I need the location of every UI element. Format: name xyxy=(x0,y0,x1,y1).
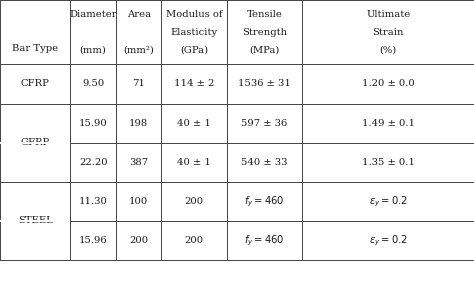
Text: Elasticity: Elasticity xyxy=(170,28,218,37)
Text: 1.49 ± 0.1: 1.49 ± 0.1 xyxy=(362,119,415,128)
Text: $f_y = 460$: $f_y = 460$ xyxy=(244,233,285,248)
Text: 540 ± 33: 540 ± 33 xyxy=(241,158,288,167)
Text: 198: 198 xyxy=(129,119,148,128)
Text: (mm): (mm) xyxy=(80,46,107,55)
Text: Strain: Strain xyxy=(373,28,404,37)
Text: Tensile: Tensile xyxy=(246,10,283,19)
Text: 9.50: 9.50 xyxy=(82,79,104,88)
Text: Diameter: Diameter xyxy=(69,10,117,19)
Text: 71: 71 xyxy=(132,79,145,88)
Text: Modulus of: Modulus of xyxy=(165,10,222,19)
Text: 200: 200 xyxy=(129,236,148,245)
Text: 100: 100 xyxy=(129,197,148,206)
Text: $f_y = 460$: $f_y = 460$ xyxy=(244,194,285,209)
Text: $\varepsilon_y = 0.2$: $\varepsilon_y = 0.2$ xyxy=(369,194,408,209)
Text: Area: Area xyxy=(127,10,151,19)
Text: 40 ± 1: 40 ± 1 xyxy=(177,158,211,167)
Text: 1.20 ± 0.0: 1.20 ± 0.0 xyxy=(362,79,415,88)
Text: 11.30: 11.30 xyxy=(79,197,108,206)
Text: 15.96: 15.96 xyxy=(79,236,108,245)
Text: 1.35 ± 0.1: 1.35 ± 0.1 xyxy=(362,158,415,167)
Text: 22.20: 22.20 xyxy=(79,158,108,167)
Text: (GPa): (GPa) xyxy=(180,46,208,55)
Text: CFRP: CFRP xyxy=(21,79,49,88)
Text: 15.90: 15.90 xyxy=(79,119,108,128)
Text: STEEL: STEEL xyxy=(18,216,53,226)
Text: 40 ± 1: 40 ± 1 xyxy=(177,119,211,128)
Text: GFRP: GFRP xyxy=(20,138,50,147)
Text: 114 ± 2: 114 ± 2 xyxy=(173,79,214,88)
Text: Bar Type: Bar Type xyxy=(12,44,58,53)
Text: 200: 200 xyxy=(184,236,203,245)
Text: (MPa): (MPa) xyxy=(249,46,280,55)
Text: 387: 387 xyxy=(129,158,148,167)
Text: 1536 ± 31: 1536 ± 31 xyxy=(238,79,291,88)
Text: (mm²): (mm²) xyxy=(123,46,154,55)
Text: (%): (%) xyxy=(380,46,397,55)
Text: Strength: Strength xyxy=(242,28,287,37)
Text: 200: 200 xyxy=(184,197,203,206)
Text: 597 ± 36: 597 ± 36 xyxy=(241,119,288,128)
Text: Ultimate: Ultimate xyxy=(366,10,410,19)
Text: $\varepsilon_y = 0.2$: $\varepsilon_y = 0.2$ xyxy=(369,233,408,248)
